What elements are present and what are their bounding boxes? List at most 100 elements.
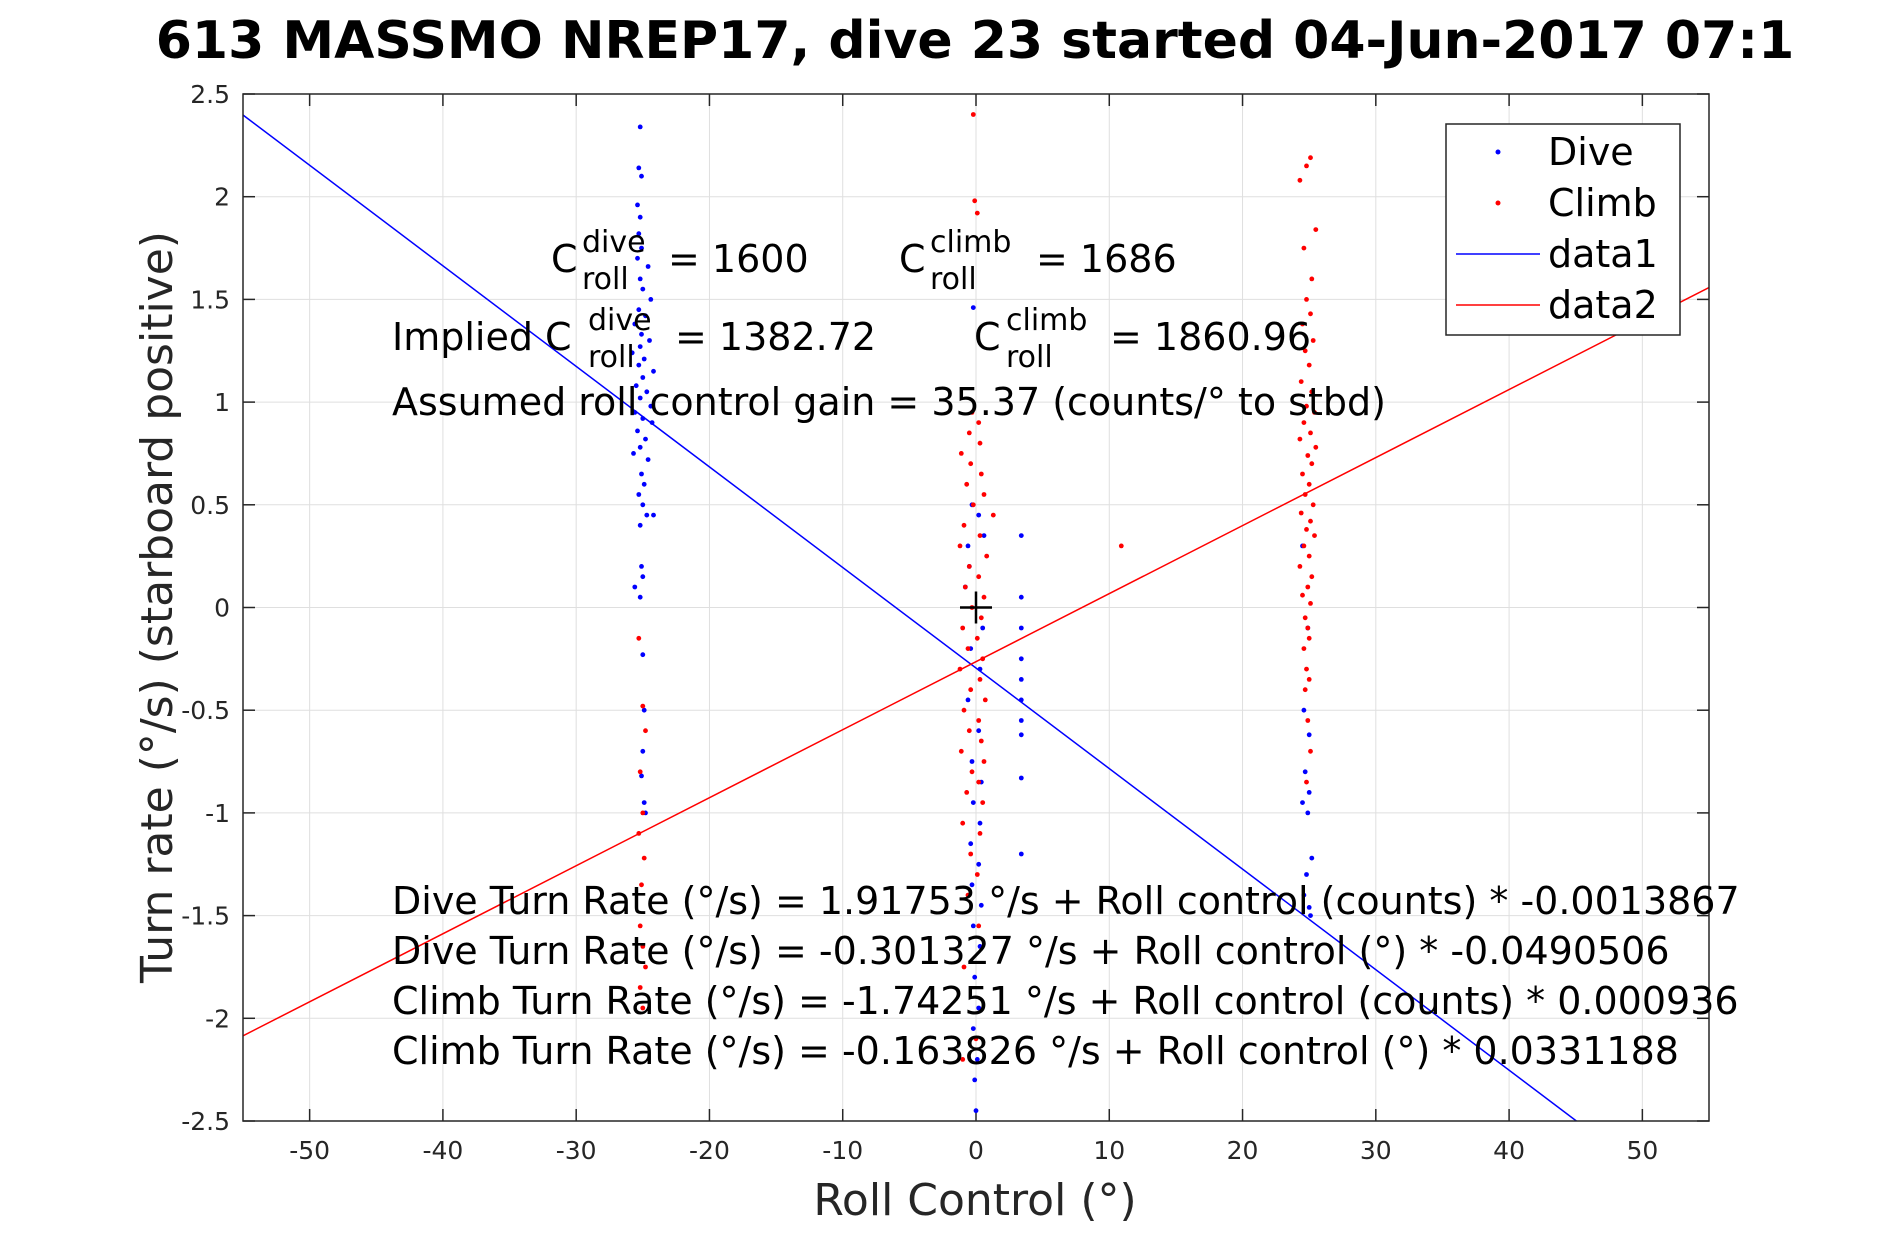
point-climb xyxy=(980,800,986,805)
point-climb xyxy=(1300,321,1305,327)
point-climb xyxy=(965,892,971,898)
legend-label-data2: data2 xyxy=(1548,283,1658,327)
point-dive xyxy=(969,882,975,888)
point-climb xyxy=(1304,163,1309,169)
point-climb xyxy=(1301,646,1307,651)
point-climb xyxy=(976,923,982,929)
point-dive xyxy=(974,1057,980,1062)
x-tick-label: 50 xyxy=(1626,1136,1658,1165)
point-dive xyxy=(636,165,642,171)
point-climb xyxy=(976,718,982,723)
point-dive xyxy=(1018,697,1024,703)
point-dive xyxy=(635,255,640,261)
point-climb xyxy=(974,635,980,641)
point-climb xyxy=(968,687,974,693)
point-climb xyxy=(1304,403,1309,409)
point-climb xyxy=(958,451,964,456)
point-dive xyxy=(637,395,643,401)
point-dive xyxy=(636,362,642,368)
point-climb xyxy=(976,779,982,785)
point-dive xyxy=(644,512,650,518)
point-dive xyxy=(976,861,982,867)
point-dive xyxy=(977,944,983,949)
point-dive xyxy=(640,748,646,754)
point-climb xyxy=(636,635,642,641)
x-tick-label: 20 xyxy=(1227,1136,1259,1165)
point-dive xyxy=(632,321,638,327)
point-dive xyxy=(643,436,648,442)
point-dive xyxy=(981,533,987,538)
fit-lines xyxy=(243,114,1709,1121)
point-dive xyxy=(968,841,974,847)
point-dive xyxy=(1301,892,1307,898)
point-climb xyxy=(1313,227,1319,233)
point-climb xyxy=(1305,625,1311,631)
point-climb xyxy=(637,923,643,929)
legend-label-data1: data1 xyxy=(1548,232,1658,276)
point-climb xyxy=(1304,297,1309,302)
point-climb xyxy=(982,697,988,703)
point-climb xyxy=(641,855,647,861)
point-climb xyxy=(1306,677,1312,682)
point-climb xyxy=(1305,718,1311,723)
point-climb xyxy=(978,471,984,477)
point-climb xyxy=(978,615,984,621)
implied-prefix: Implied C xyxy=(392,315,572,359)
point-dive xyxy=(970,1026,976,1031)
c-dive-value: = 1600 xyxy=(668,237,809,281)
point-climb xyxy=(1308,311,1313,317)
point-climb xyxy=(969,410,975,415)
point-dive xyxy=(644,389,650,395)
point-dive xyxy=(647,338,652,343)
point-climb xyxy=(643,964,648,970)
point-climb xyxy=(964,481,970,487)
point-dive xyxy=(641,800,647,805)
annotations: C dive roll = 1600 C climb roll = 1686 I… xyxy=(392,225,1740,1073)
point-climb xyxy=(1302,492,1308,497)
point-dive xyxy=(1306,732,1312,738)
point-climb xyxy=(1118,543,1124,549)
c-dive-sub: roll xyxy=(582,262,629,297)
point-climb xyxy=(1302,615,1308,621)
legend-box xyxy=(1445,123,1681,336)
point-climb xyxy=(960,625,966,631)
point-climb xyxy=(1298,510,1304,516)
point-climb xyxy=(637,985,643,990)
point-climb xyxy=(637,769,643,775)
point-dive xyxy=(970,800,976,805)
point-climb xyxy=(1310,338,1316,343)
point-climb xyxy=(639,882,644,888)
point-dive xyxy=(640,574,646,580)
point-dive xyxy=(649,420,655,425)
point-climb xyxy=(1308,518,1313,524)
point-dive xyxy=(633,383,639,389)
y-tick-label: 2 xyxy=(214,183,230,212)
point-dive xyxy=(970,923,976,929)
equation-dive-counts: Dive Turn Rate (°/s) = 1.91753 °/s + Rol… xyxy=(392,879,1740,923)
point-climb xyxy=(977,677,983,682)
point-climb xyxy=(970,502,976,508)
legend: Dive Climb data1 data2 xyxy=(1445,123,1681,336)
point-dive xyxy=(643,313,648,319)
point-dive xyxy=(640,416,646,421)
roll-gain-annotation: Assumed roll control gain = 35.37 (count… xyxy=(392,380,1386,424)
y-tick-label: -1 xyxy=(205,799,230,828)
x-tick-label: -10 xyxy=(822,1136,863,1165)
point-dive xyxy=(637,124,643,130)
point-climb xyxy=(970,112,976,117)
c-climb-sub: roll xyxy=(930,262,977,297)
point-climb xyxy=(977,440,983,446)
x-tick-label: 0 xyxy=(968,1136,984,1165)
point-dive xyxy=(1302,769,1308,775)
point-climb xyxy=(973,1036,979,1042)
point-dive xyxy=(1018,625,1024,631)
plot-frame xyxy=(242,93,1710,1122)
point-climb xyxy=(643,728,648,734)
x-tick-label: 10 xyxy=(1093,1136,1125,1165)
y-tick-label: 1 xyxy=(214,388,230,417)
point-climb xyxy=(961,522,967,528)
point-dive xyxy=(1018,775,1024,781)
chart-title: 613 MASSMO NREP17, dive 23 started 04-Ju… xyxy=(156,11,1795,71)
point-dive xyxy=(641,481,647,487)
point-climb xyxy=(1297,177,1303,183)
